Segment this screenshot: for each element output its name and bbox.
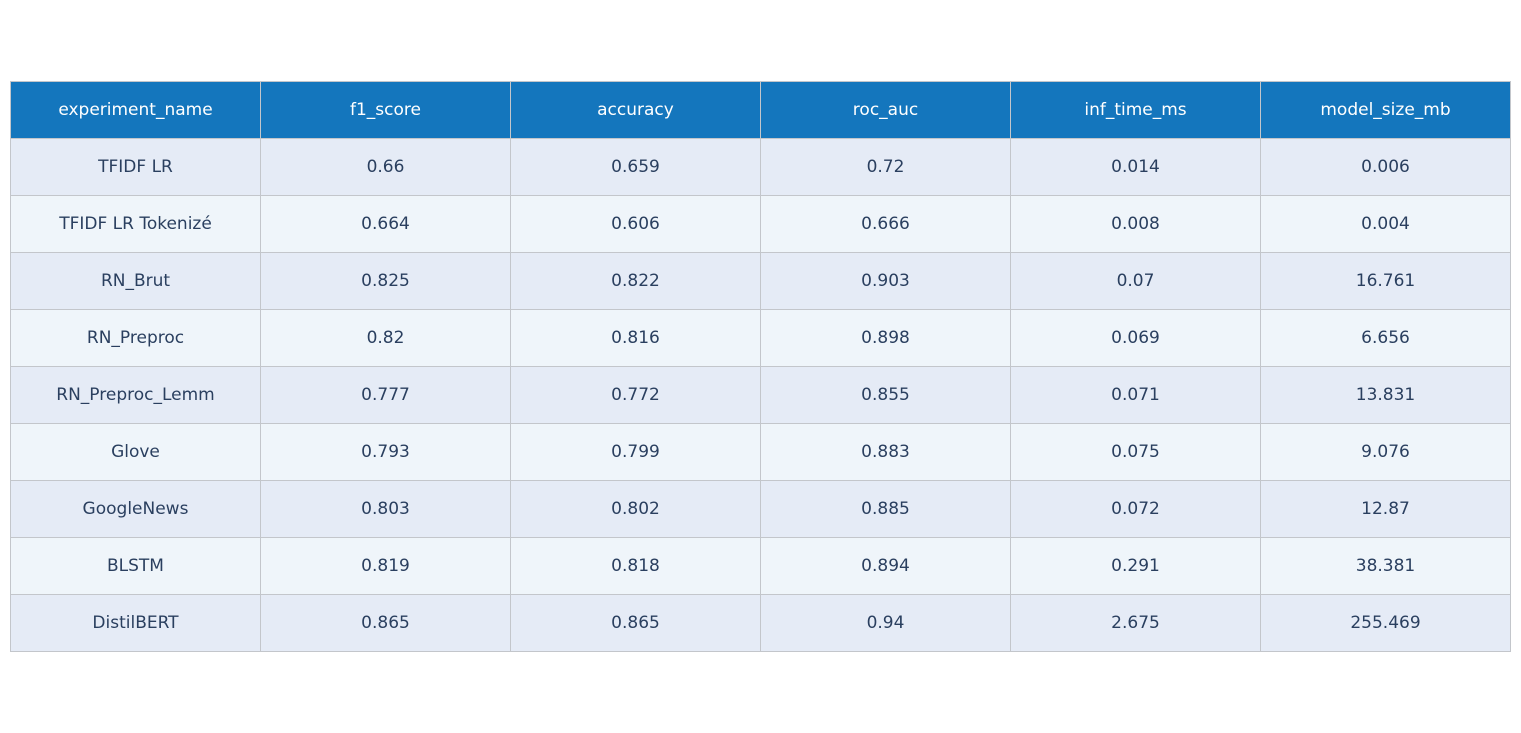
table-row: DistilBERT 0.865 0.865 0.94 2.675 255.469 xyxy=(10,594,1511,652)
column-header-inf-time-ms: inf_time_ms xyxy=(1010,81,1261,139)
table-cell-accuracy: 0.606 xyxy=(510,195,761,253)
table-cell-experiment-name: GoogleNews xyxy=(10,480,261,538)
table-cell-accuracy: 0.816 xyxy=(510,309,761,367)
table-cell-experiment-name: DistilBERT xyxy=(10,594,261,652)
table-cell-model-size-mb: 38.381 xyxy=(1260,537,1511,595)
table-cell-inf-time-ms: 0.069 xyxy=(1010,309,1261,367)
table-row: Glove 0.793 0.799 0.883 0.075 9.076 xyxy=(10,423,1511,481)
table-cell-roc-auc: 0.666 xyxy=(760,195,1011,253)
table-cell-roc-auc: 0.94 xyxy=(760,594,1011,652)
table-cell-experiment-name: BLSTM xyxy=(10,537,261,595)
table-row: RN_Preproc 0.82 0.816 0.898 0.069 6.656 xyxy=(10,309,1511,367)
table-cell-model-size-mb: 12.87 xyxy=(1260,480,1511,538)
table-cell-roc-auc: 0.855 xyxy=(760,366,1011,424)
column-header-model-size-mb: model_size_mb xyxy=(1260,81,1511,139)
table-cell-inf-time-ms: 2.675 xyxy=(1010,594,1261,652)
table-cell-inf-time-ms: 0.014 xyxy=(1010,138,1261,196)
table-cell-inf-time-ms: 0.07 xyxy=(1010,252,1261,310)
table-cell-f1-score: 0.865 xyxy=(260,594,511,652)
table-cell-inf-time-ms: 0.072 xyxy=(1010,480,1261,538)
table-cell-model-size-mb: 0.006 xyxy=(1260,138,1511,196)
table-row: RN_Brut 0.825 0.822 0.903 0.07 16.761 xyxy=(10,252,1511,310)
table-cell-roc-auc: 0.903 xyxy=(760,252,1011,310)
table-cell-model-size-mb: 9.076 xyxy=(1260,423,1511,481)
table-cell-accuracy: 0.659 xyxy=(510,138,761,196)
table-cell-accuracy: 0.865 xyxy=(510,594,761,652)
table-cell-accuracy: 0.799 xyxy=(510,423,761,481)
table-cell-accuracy: 0.772 xyxy=(510,366,761,424)
table-cell-roc-auc: 0.885 xyxy=(760,480,1011,538)
table-cell-f1-score: 0.664 xyxy=(260,195,511,253)
table-cell-f1-score: 0.777 xyxy=(260,366,511,424)
table-cell-experiment-name: Glove xyxy=(10,423,261,481)
table-cell-model-size-mb: 13.831 xyxy=(1260,366,1511,424)
table-cell-inf-time-ms: 0.008 xyxy=(1010,195,1261,253)
table-cell-experiment-name: RN_Preproc_Lemm xyxy=(10,366,261,424)
table-header-row: experiment_name f1_score accuracy roc_auc in… xyxy=(10,81,1511,139)
column-header-accuracy: accuracy xyxy=(510,81,761,139)
table-cell-experiment-name: TFIDF LR xyxy=(10,138,261,196)
column-header-f1-score: f1_score xyxy=(260,81,511,139)
table-cell-f1-score: 0.825 xyxy=(260,252,511,310)
table-cell-f1-score: 0.82 xyxy=(260,309,511,367)
table-cell-roc-auc: 0.894 xyxy=(760,537,1011,595)
table-cell-inf-time-ms: 0.291 xyxy=(1010,537,1261,595)
column-header-roc-auc: roc_auc xyxy=(760,81,1011,139)
table-cell-model-size-mb: 6.656 xyxy=(1260,309,1511,367)
table-cell-model-size-mb: 16.761 xyxy=(1260,252,1511,310)
table-cell-experiment-name: RN_Brut xyxy=(10,252,261,310)
table-cell-model-size-mb: 0.004 xyxy=(1260,195,1511,253)
table-cell-model-size-mb: 255.469 xyxy=(1260,594,1511,652)
table-cell-accuracy: 0.818 xyxy=(510,537,761,595)
table-cell-inf-time-ms: 0.075 xyxy=(1010,423,1261,481)
table-cell-f1-score: 0.793 xyxy=(260,423,511,481)
table-row: RN_Preproc_Lemm 0.777 0.772 0.855 0.071 13.83… xyxy=(10,366,1511,424)
table-cell-experiment-name: RN_Preproc xyxy=(10,309,261,367)
results-table: experiment_name f1_score accuracy roc_auc in… xyxy=(10,81,1511,652)
table-cell-f1-score: 0.66 xyxy=(260,138,511,196)
table-cell-roc-auc: 0.72 xyxy=(760,138,1011,196)
table-row: BLSTM 0.819 0.818 0.894 0.291 38.381 xyxy=(10,537,1511,595)
table-row: TFIDF LR Tokenizé 0.664 0.606 0.666 0.008 0.0… xyxy=(10,195,1511,253)
table-cell-roc-auc: 0.883 xyxy=(760,423,1011,481)
table-row: TFIDF LR 0.66 0.659 0.72 0.014 0.006 xyxy=(10,138,1511,196)
table-cell-accuracy: 0.822 xyxy=(510,252,761,310)
table-cell-roc-auc: 0.898 xyxy=(760,309,1011,367)
table-cell-f1-score: 0.819 xyxy=(260,537,511,595)
table-cell-inf-time-ms: 0.071 xyxy=(1010,366,1261,424)
table-cell-f1-score: 0.803 xyxy=(260,480,511,538)
table-body: TFIDF LR 0.66 0.659 0.72 0.014 0.006 TFIDF LR … xyxy=(10,138,1511,652)
column-header-experiment-name: experiment_name xyxy=(10,81,261,139)
table-row: GoogleNews 0.803 0.802 0.885 0.072 12.87 xyxy=(10,480,1511,538)
table-cell-accuracy: 0.802 xyxy=(510,480,761,538)
table-cell-experiment-name: TFIDF LR Tokenizé xyxy=(10,195,261,253)
